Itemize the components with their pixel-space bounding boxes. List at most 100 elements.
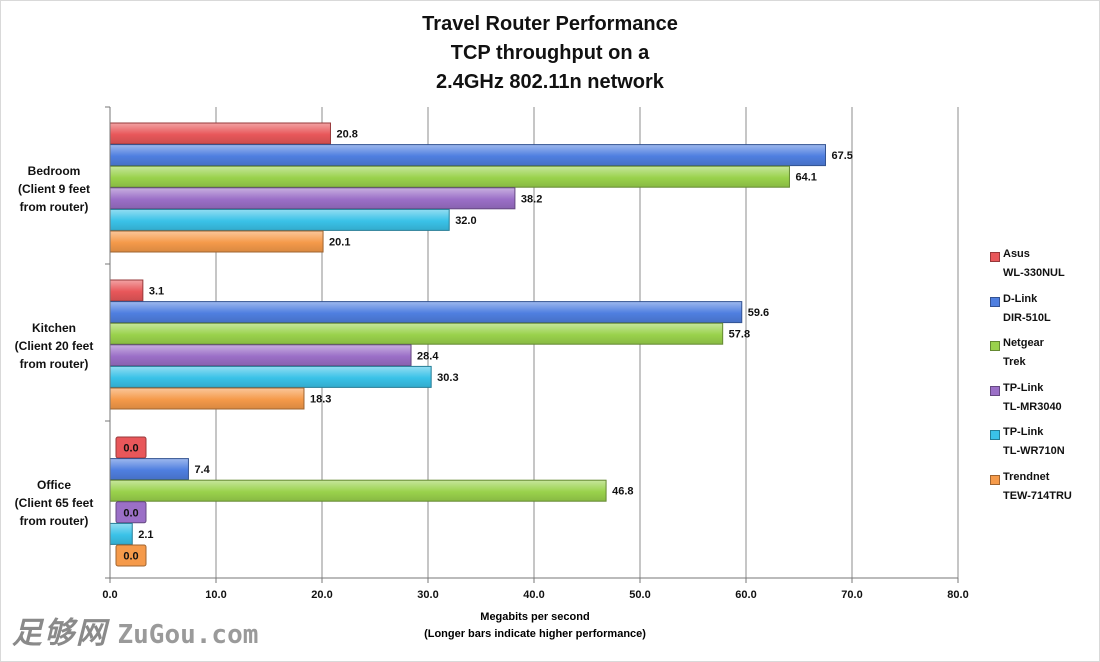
bar-office-2: [109, 479, 607, 502]
bar-kitchen-1: [109, 301, 743, 324]
x-tick-label: 80.0: [947, 589, 968, 601]
watermark: 足够网 ZuGou.com: [12, 608, 258, 652]
data-label: 7.4: [194, 464, 210, 476]
category-label-line: Office: [36, 477, 71, 492]
x-tick-label: 20.0: [311, 589, 332, 601]
data-label: 18.3: [310, 394, 331, 406]
category-label-line: from router): [19, 199, 89, 214]
data-label: 2.1: [138, 529, 153, 541]
legend-label: TP-Link TL-MR3040: [1003, 379, 1095, 417]
x-axis-title-line-1: Megabits per second: [480, 611, 590, 623]
legend-item: Trendnet TEW-714TRU: [985, 468, 1095, 513]
legend-label-line: Netgear: [1003, 337, 1044, 350]
x-axis-title-line-2: (Longer bars indicate higher performance…: [424, 628, 646, 640]
axes: [105, 106, 959, 583]
data-label: 28.4: [417, 350, 439, 362]
category-label-bedroom: Bedroom (Client 9 feet from router): [0, 162, 108, 216]
bar-bedroom-4: [109, 208, 450, 231]
legend-label-line: WL-330NUL: [1003, 267, 1065, 279]
legend: Asus WL-330NUL D-Link DIR-510L Netgear Trek TP…: [985, 245, 1095, 513]
x-tick-label: 50.0: [629, 589, 650, 601]
category-label-line: (Client 9 feet: [17, 181, 90, 196]
data-label: 0.0: [123, 443, 138, 455]
legend-item: TP-Link TL-MR3040: [985, 379, 1095, 424]
category-label-kitchen: Kitchen (Client 20 feet from router): [0, 319, 108, 373]
category-label-line: (Client 65 feet: [14, 495, 94, 510]
legend-item: Netgear Trek: [985, 334, 1095, 379]
legend-label-line: TP-Link: [1003, 381, 1044, 394]
data-label: 20.1: [329, 237, 350, 249]
legend-item: D-Link DIR-510L: [985, 290, 1095, 335]
bar-kitchen-0: [109, 279, 144, 302]
legend-label-line: TL-MR3040: [1003, 400, 1062, 413]
bar-bedroom-0: [109, 122, 331, 145]
legend-swatch: [990, 474, 1000, 485]
x-tick-label: 40.0: [523, 589, 544, 601]
watermark-chinese: 足够网: [12, 617, 108, 650]
data-label: 59.6: [748, 307, 769, 319]
bars: [109, 122, 826, 567]
data-label: 20.8: [336, 129, 357, 141]
data-labels: 0.0 10.0 20.0 30.0 40.0 50.0 60.0 70.0 80.0 20.8 6…: [102, 129, 968, 602]
bar-office-4: [109, 522, 133, 545]
bar-kitchen-5: [109, 387, 305, 410]
legend-swatch: [990, 385, 1000, 396]
legend-label: Netgear Trek: [1003, 334, 1095, 372]
category-label-line: Bedroom: [27, 163, 81, 178]
category-label-line: Kitchen: [31, 320, 76, 335]
bar-kitchen-3: [109, 344, 412, 367]
bar-kitchen-4: [109, 365, 432, 388]
legend-item: TP-Link TL-WR710N: [985, 423, 1095, 468]
legend-swatch: [990, 296, 1000, 307]
zero-label-box-office-5: [115, 544, 147, 567]
watermark-domain: ZuGou.com: [117, 620, 259, 650]
chart-title-line-1: Travel Router Performance: [422, 13, 678, 35]
chart-title-line-3: 2.4GHz 802.11n network: [436, 71, 664, 93]
bar-kitchen-2: [109, 322, 724, 345]
legend-label: Asus WL-330NUL: [1003, 245, 1095, 283]
chart-title: Travel Router Performance TCP throughput…: [300, 10, 800, 97]
zero-label-box-office-0: [115, 436, 147, 459]
data-label: 0.0: [123, 551, 138, 563]
legend-label: D-Link DIR-510L: [1003, 290, 1095, 328]
legend-label-line: TEW-714TRU: [1003, 489, 1072, 502]
data-label: 3.1: [149, 286, 164, 298]
legend-item: Asus WL-330NUL: [985, 245, 1095, 290]
category-label-office: Office (Client 65 feet from router): [0, 476, 108, 530]
data-label: 30.3: [437, 372, 458, 384]
bar-bedroom-2: [109, 165, 790, 188]
legend-label: TP-Link TL-WR710N: [1003, 423, 1095, 461]
x-tick-label: 0.0: [102, 589, 117, 601]
data-label: 57.8: [729, 329, 750, 341]
x-tick-label: 10.0: [205, 589, 226, 601]
legend-label-line: TL-WR710N: [1003, 445, 1065, 458]
x-tick-label: 30.0: [417, 589, 438, 601]
category-label-line: from router): [19, 356, 89, 371]
bar-bedroom-3: [109, 187, 516, 210]
data-label: 67.5: [832, 150, 853, 162]
legend-label-line: DIR-510L: [1003, 311, 1051, 324]
x-axis-title: Megabits per second (Longer bars indicat…: [335, 609, 735, 643]
legend-swatch: [990, 430, 1000, 441]
data-label: 32.0: [455, 215, 476, 227]
data-label: 38.2: [521, 193, 542, 205]
bar-bedroom-5: [109, 230, 324, 253]
legend-label-line: Asus: [1003, 248, 1030, 260]
bar-bedroom-1: [109, 144, 826, 167]
x-tick-label: 60.0: [735, 589, 756, 601]
legend-swatch: [990, 252, 1000, 262]
zero-label-box-office-3: [115, 501, 147, 524]
legend-label-line: Trek: [1003, 356, 1026, 369]
legend-label: Trendnet TEW-714TRU: [1003, 468, 1095, 506]
legend-label-line: Trendnet: [1003, 470, 1050, 483]
bar-office-1: [109, 458, 189, 481]
chart-title-line-2: TCP throughput on a: [450, 42, 650, 64]
data-label: 46.8: [612, 486, 633, 498]
x-tick-label: 70.0: [841, 589, 862, 601]
legend-label-line: TP-Link: [1003, 426, 1044, 439]
legend-swatch: [990, 341, 1000, 352]
legend-label-line: D-Link: [1003, 292, 1038, 305]
category-label-line: from router): [19, 513, 89, 528]
category-label-line: (Client 20 feet: [14, 338, 94, 353]
